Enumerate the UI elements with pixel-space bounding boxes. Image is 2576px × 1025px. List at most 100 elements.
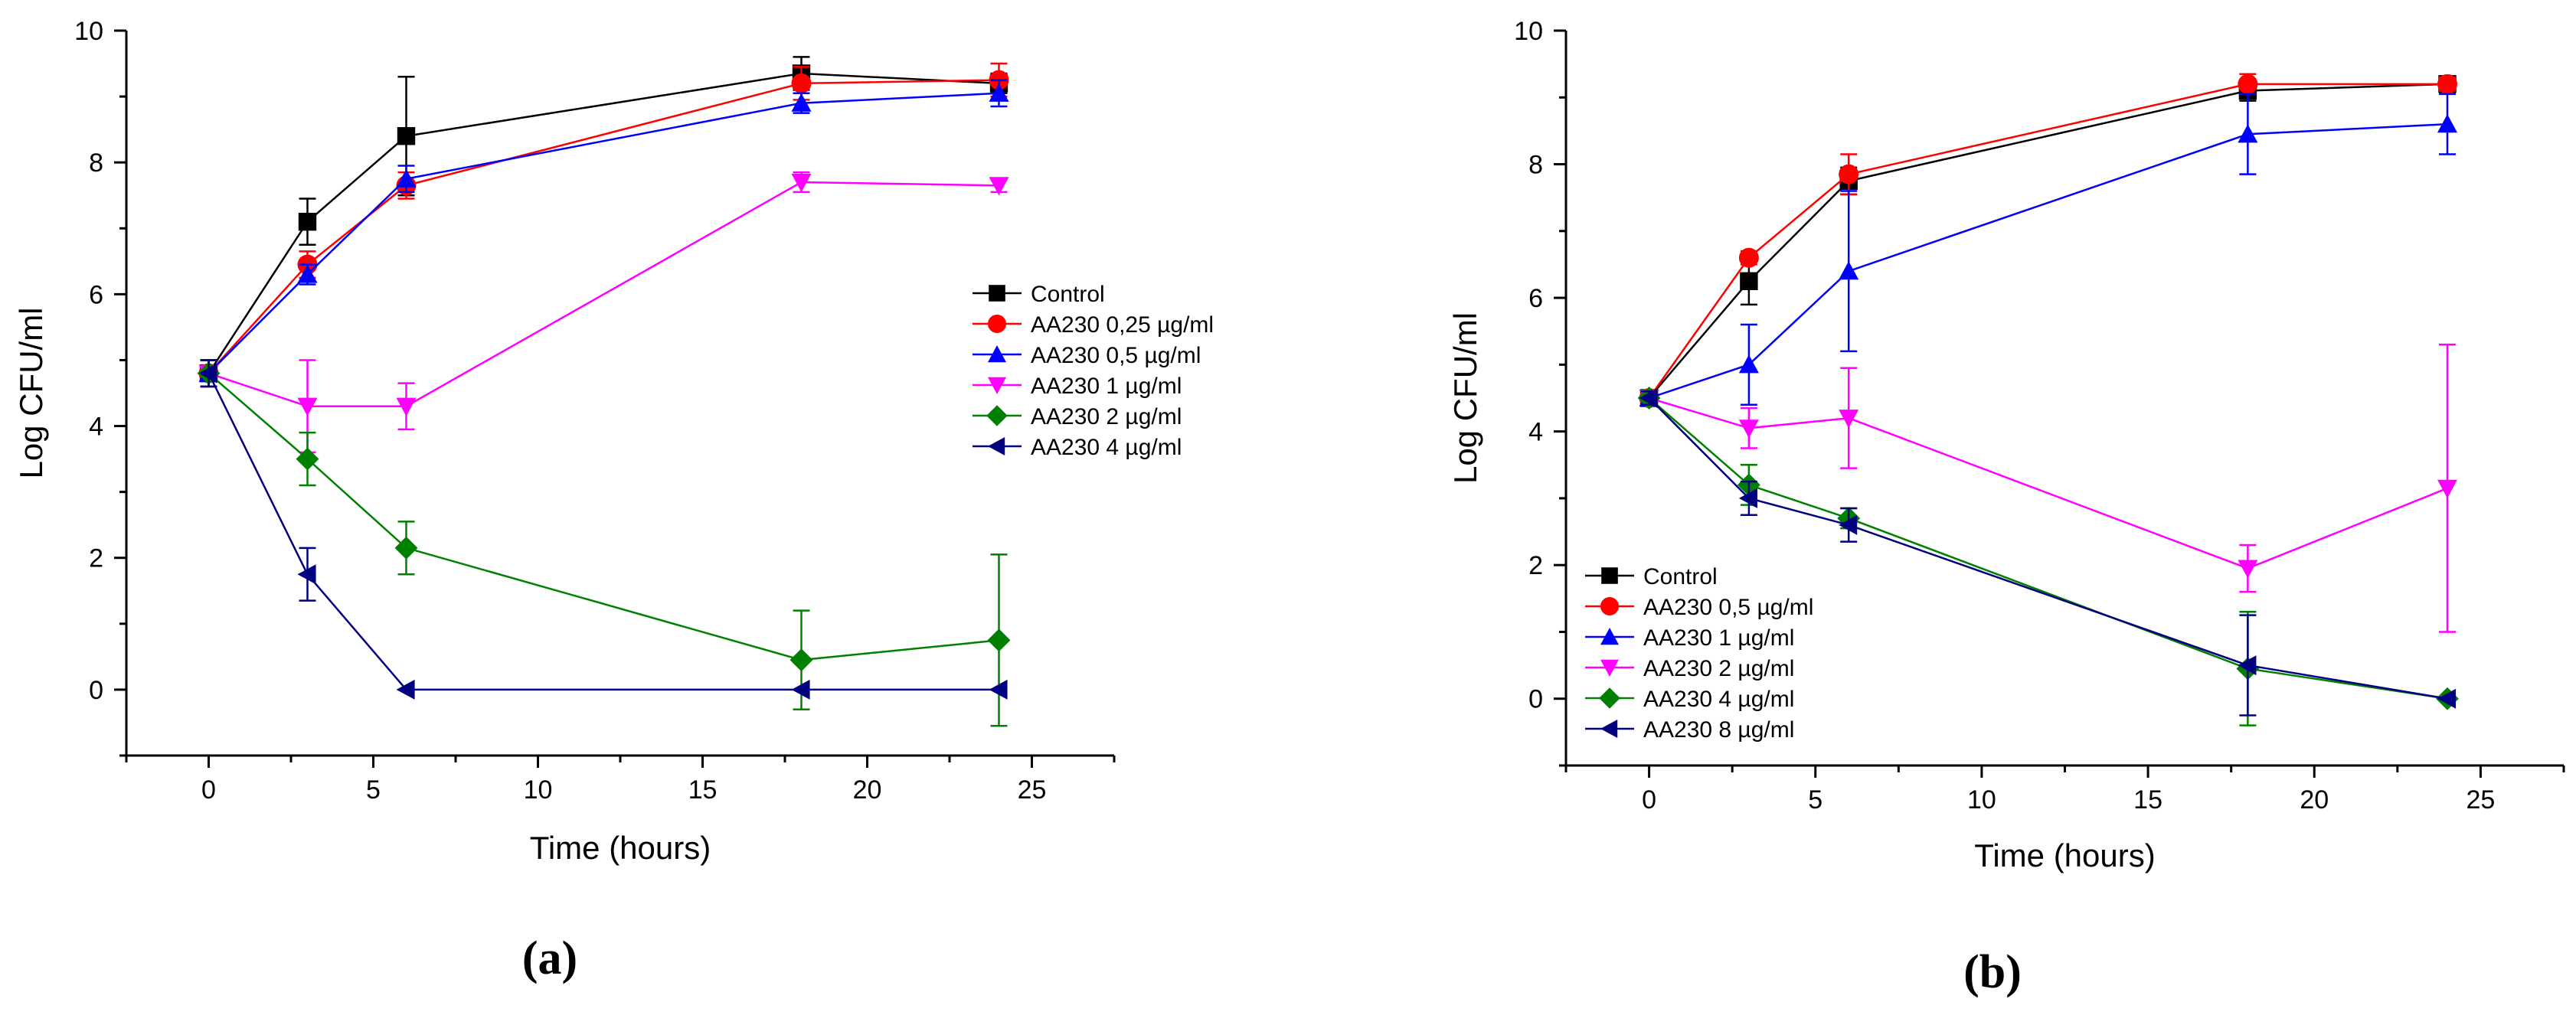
data-point: [198, 363, 217, 384]
data-point: [1740, 272, 1758, 290]
data-point: [396, 679, 415, 700]
y-tick-label: 10: [1514, 17, 1543, 46]
legend-label: AA230 0,25 µg/ml: [1031, 312, 1214, 338]
legend-label: Control: [1031, 282, 1105, 307]
x-tick-label: 5: [366, 775, 381, 805]
y-axis-title: Log CFU/ml: [13, 307, 49, 478]
series-line: [208, 372, 999, 661]
x-tick-label: 0: [201, 775, 216, 805]
data-point: [396, 397, 417, 416]
legend-marker: [988, 377, 1006, 394]
panel-label: (a): [522, 932, 577, 984]
x-tick-label: 5: [1808, 785, 1822, 814]
data-point: [791, 173, 812, 193]
data-point: [297, 264, 318, 283]
legend: Control AA230 0,25 µg/ml AA230 0,5 µg/ml AA…: [973, 282, 1214, 460]
series-4: [198, 171, 1009, 454]
data-point: [2238, 124, 2258, 143]
series-line: [208, 181, 999, 407]
legend-label: Control: [1643, 564, 1718, 589]
y-tick-label: 8: [89, 149, 103, 178]
series-line: [1648, 397, 2448, 700]
data-point: [789, 648, 813, 672]
series-6: [198, 359, 1008, 700]
data-point: [2437, 73, 2457, 94]
x-tick-label: 15: [2133, 785, 2162, 814]
data-point: [394, 536, 418, 560]
x-axis-title: Time (hours): [530, 830, 711, 866]
data-point: [791, 73, 812, 93]
y-tick-label: 6: [89, 280, 103, 309]
x-tick-label: 25: [2466, 785, 2496, 814]
series-6: [1639, 388, 2457, 717]
series-2: [1639, 73, 2457, 408]
y-tick-label: 4: [89, 413, 103, 442]
series-line: [208, 373, 999, 691]
y-tick-label: 4: [1528, 418, 1543, 447]
y-axis-title: Log CFU/ml: [1447, 312, 1483, 484]
series-5: [197, 359, 1011, 727]
series-2: [198, 62, 1009, 388]
chart-panel-b: 0 2 4 6 8 10 0 5 10 15 20 25 Time (hours) Log CFU/ml C…: [1447, 17, 2565, 998]
x-tick-label: 10: [1967, 785, 1996, 814]
legend-label: AA230 0,5 µg/ml: [1031, 343, 1201, 368]
data-point: [791, 93, 812, 112]
legend-label: AA230 2 µg/ml: [1643, 656, 1794, 681]
data-point: [989, 679, 1008, 700]
x-axis-title: Time (hours): [1974, 837, 2155, 873]
x-tick-label: 0: [1642, 785, 1656, 814]
data-point: [2437, 688, 2457, 709]
series-line: [208, 79, 999, 374]
legend-marker: [1600, 628, 1619, 645]
legend-label: AA230 8 µg/ml: [1643, 717, 1794, 743]
data-point: [1738, 354, 1759, 374]
legend-marker: [1600, 720, 1618, 738]
legend-label: AA230 4 µg/ml: [1643, 687, 1794, 712]
series-1: [1639, 75, 2457, 407]
data-point: [1738, 247, 1759, 268]
legend-marker: [1601, 567, 1618, 584]
series-line: [208, 72, 999, 374]
legend-marker: [988, 345, 1006, 363]
legend-label: AA230 1 µg/ml: [1643, 625, 1794, 651]
data-point: [1839, 410, 1859, 429]
legend-marker: [986, 405, 1008, 426]
legend-label: AA230 2 µg/ml: [1031, 404, 1182, 429]
y-tick-label: 0: [89, 676, 103, 705]
data-point: [1738, 419, 1759, 439]
data-point: [2437, 114, 2457, 133]
data-point: [296, 447, 319, 471]
data-point: [791, 679, 810, 700]
y-tick-label: 2: [1528, 551, 1543, 580]
legend-marker: [1600, 659, 1619, 677]
data-point: [396, 168, 417, 188]
series-3: [1639, 93, 2457, 407]
data-point: [989, 83, 1009, 102]
data-point: [1839, 261, 1859, 280]
y-tick-label: 2: [89, 544, 103, 573]
series-line: [1649, 397, 2448, 570]
legend: Control AA230 0,5 µg/ml AA230 1 µg/ml AA230…: [1585, 564, 1813, 743]
series-line: [1648, 397, 2448, 700]
data-point: [297, 397, 318, 416]
x-tick-label: 15: [688, 775, 718, 805]
data-point: [1639, 388, 1658, 408]
series-1: [199, 56, 1008, 388]
y-tick-label: 6: [1528, 284, 1543, 313]
legend-marker: [988, 315, 1006, 333]
x-tick-label: 10: [524, 775, 553, 805]
data-point: [298, 212, 317, 231]
data-point: [1738, 488, 1757, 508]
legend-marker: [1600, 597, 1619, 615]
data-point: [2238, 560, 2258, 579]
data-point: [987, 628, 1011, 652]
series-line: [1648, 83, 2447, 399]
data-point: [297, 564, 316, 585]
data-point: [2437, 479, 2457, 498]
data-point: [2238, 73, 2258, 94]
legend-marker: [988, 437, 1005, 455]
x-tick-label: 20: [2300, 785, 2329, 814]
data-point: [1839, 514, 1858, 535]
x-tick-label: 25: [1018, 775, 1047, 805]
